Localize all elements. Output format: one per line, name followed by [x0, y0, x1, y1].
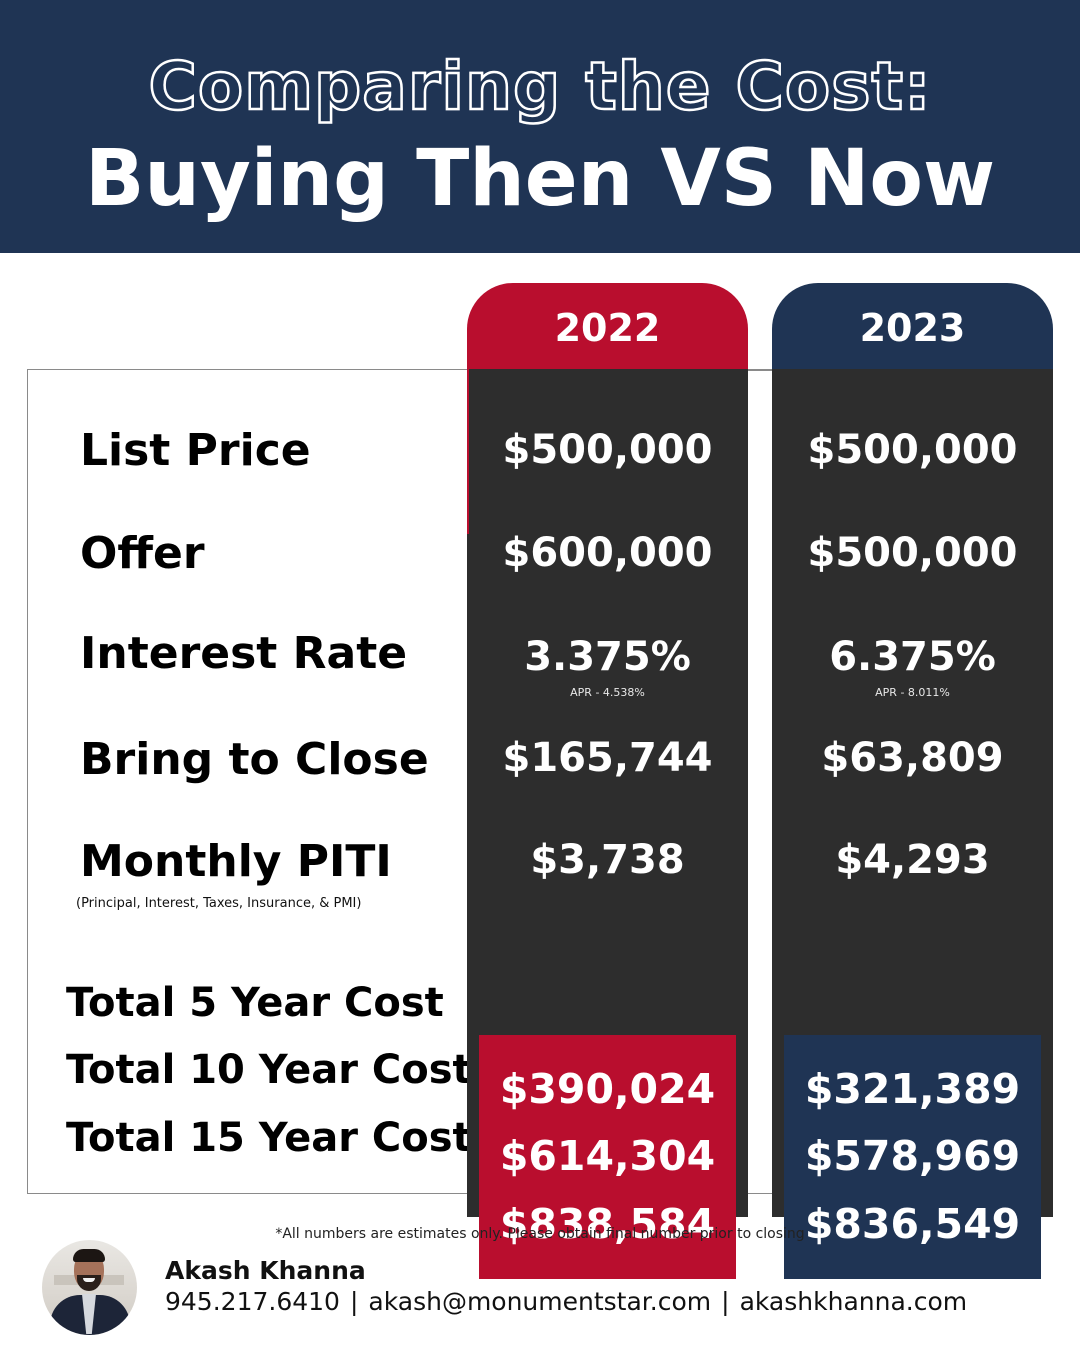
value-apr-2023: APR - 8.011% [875, 686, 950, 699]
column-body-2022: $500,000 $600,000 3.375% APR - 4.538% $1… [467, 369, 748, 1279]
value-total-5-year-2023: $321,389 [804, 1065, 1021, 1113]
value-list-price-2023: $500,000 [807, 427, 1018, 473]
row-label-offer: Offer [80, 528, 205, 579]
row-note-piti: (Principal, Interest, Taxes, Insurance, … [76, 896, 362, 911]
value-interest-rate-2022: 3.375% [524, 634, 691, 680]
agent-email[interactable]: akash@monumentstar.com [368, 1287, 712, 1316]
value-offer-2022: $600,000 [502, 530, 713, 576]
agent-name: Akash Khanna [165, 1256, 366, 1285]
header-title: Buying Then VS Now [84, 134, 996, 224]
value-total-5-year-2022: $390,024 [499, 1065, 716, 1113]
column-header-2022: 2022 [467, 283, 748, 369]
value-offer-2023: $500,000 [807, 530, 1018, 576]
column-2022: 2022 $500,000 $600,000 3.375% APR - 4.53… [467, 283, 748, 1279]
column-2023: 2023 $500,000 $500,000 6.375% APR - 8.01… [772, 283, 1053, 1279]
header-subtitle: Comparing the Cost: [147, 47, 932, 127]
agent-phone[interactable]: 945.217.6410 [165, 1287, 340, 1316]
totals-highlight-2023: $321,389 $578,969 $836,549 [784, 1035, 1041, 1279]
disclaimer-text: *All numbers are estimates only. Please … [275, 1226, 805, 1242]
value-total-10-year-2022: $614,304 [499, 1132, 716, 1180]
row-label-interest-rate: Interest Rate [80, 628, 408, 679]
agent-website[interactable]: akashkhanna.com [739, 1287, 968, 1316]
value-bring-to-close-2023: $63,809 [821, 735, 1004, 781]
value-apr-2022: APR - 4.538% [570, 686, 645, 699]
value-total-15-year-2022: $838,584 [499, 1200, 716, 1248]
column-header-2023: 2023 [772, 283, 1053, 369]
value-list-price-2022: $500,000 [502, 427, 713, 473]
value-monthly-piti-2022: $3,738 [530, 837, 685, 883]
row-label-list-price: List Price [80, 425, 311, 476]
row-label-monthly-piti: Monthly PITI [80, 836, 392, 887]
value-total-15-year-2023: $836,549 [804, 1200, 1021, 1248]
separator: | [721, 1287, 730, 1316]
table-border-segment [747, 369, 772, 371]
totals-highlight-2022: $390,024 $614,304 $838,584 [479, 1035, 736, 1279]
value-total-10-year-2023: $578,969 [804, 1132, 1021, 1180]
row-label-total-10-year: Total 10 Year Cost [66, 1047, 472, 1093]
value-bring-to-close-2022: $165,744 [502, 735, 713, 781]
row-label-bring-to-close: Bring to Close [80, 734, 429, 785]
value-interest-rate-2023: 6.375% [829, 634, 996, 680]
separator: | [349, 1287, 359, 1316]
comparison-table-border [27, 369, 773, 1194]
column-body-2023: $500,000 $500,000 6.375% APR - 8.011% $6… [772, 369, 1053, 1279]
agent-contact-line: 945.217.6410 | akash@monumentstar.com | akas… [165, 1287, 967, 1316]
header-banner: Comparing the Cost: Buying Then VS Now [0, 0, 1080, 253]
row-label-total-5-year: Total 5 Year Cost [66, 980, 444, 1026]
agent-avatar-icon [42, 1240, 137, 1335]
row-label-total-15-year: Total 15 Year Cost [66, 1115, 472, 1161]
value-monthly-piti-2023: $4,293 [835, 837, 990, 883]
